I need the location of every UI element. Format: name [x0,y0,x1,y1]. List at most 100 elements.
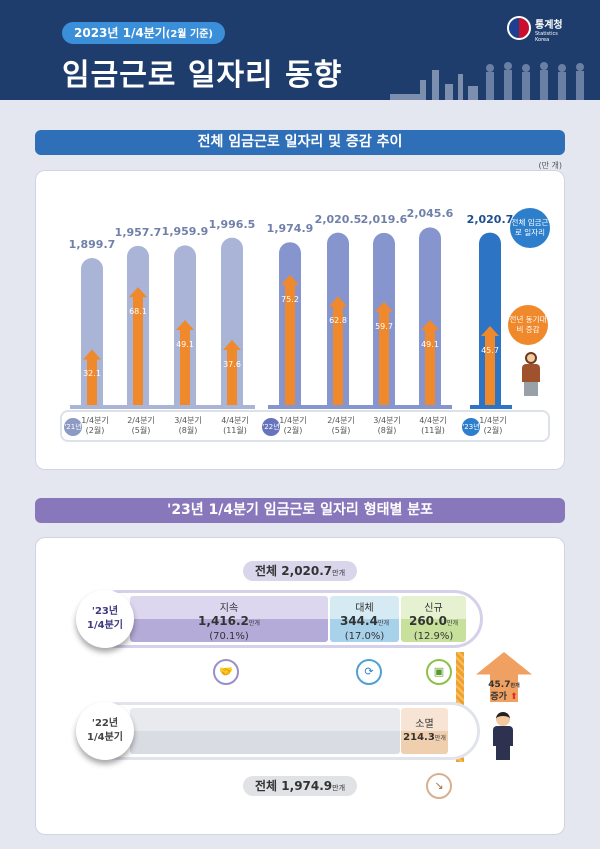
total-value-label: 1,974.9 [266,222,314,236]
increase-unit: 만개 [510,683,520,689]
period-sub: (2월 기준) [165,29,213,40]
id-card-icon: ▣ [426,659,452,685]
segment-pct: (12.9%) [413,631,454,642]
x-tick-label: 1/4분기 (2월) [470,416,516,436]
x-tick-label: 2/4분기 (5월) [118,416,164,436]
quarter-label: 1/4분기 [479,416,507,425]
change-arrow [129,287,147,405]
x-tick-label: 2/4분기 (5월) [318,416,364,436]
change-arrow [421,320,439,405]
skyline-people-illustration [390,62,584,100]
quarter-label: 2/4분기 [127,416,155,425]
x-tick-label: 3/4분기 (8월) [165,416,211,436]
period-badge: 2023년 1/4분기(2월 기준) [62,22,225,44]
total-value-label: 1,957.7 [114,225,162,239]
total-value-label: 2,019.6 [360,212,408,226]
handshake-icon: 🤝 [213,659,239,685]
total-23-unit: 만개 [332,569,346,577]
segment-new: 신규 260.0만개 (12.9%) [401,596,466,642]
segment-name: 대체 [355,603,374,614]
change-value-label: 49.1 [421,340,439,350]
x-tick-label: 4/4분기 (11월) [410,416,456,436]
total-23-badge: 전체 2,020.7만개 [243,561,358,581]
year-badge: '22년 [262,418,280,436]
change-value-label: 45.7 [481,345,499,355]
change-arrow [481,325,499,405]
x-tick-label: 4/4분기 (11월) [212,416,258,436]
group-baseline [268,405,452,409]
taegeuk-icon [507,16,531,40]
total-bar-base [81,269,103,405]
change-value-label: 32.1 [83,369,101,379]
total-22-value: 1,974.9 [281,779,333,793]
change-arrow [223,339,241,405]
segment-continuing: 지속 1,416.2만개 (70.1%) [130,596,328,642]
row-22-bar [130,708,400,754]
x-tick-label: 1/4분기 (2월) [270,416,316,436]
year-badge: '23년 [462,418,480,436]
change-value-label: 37.6 [223,359,241,369]
increase-value: 45.7 [488,680,511,690]
total-22-unit: 만개 [332,784,346,792]
woman-illustration [520,352,542,402]
month-label: (8월) [178,426,198,435]
group-baseline [70,405,255,409]
change-arrow [83,349,101,405]
year-label: '22년 [91,718,119,729]
total-value-label: 1,899.7 [68,238,116,251]
quarter-label: 1/4분기 [87,732,123,743]
segment-unit: 만개 [446,620,458,627]
quarter-label: 1/4분기 [81,416,109,425]
total-value-label: 2,045.6 [406,207,454,221]
callout-total: 전체 임금근로 일자리 [510,208,550,248]
total-value-label: 2,020.7 [466,212,514,226]
segment-extinct: 소멸 214.3만개 [401,708,448,754]
quarter-label: 1/4분기 [279,416,307,425]
up-circle-icon: ⬆ [510,692,518,702]
segment-name: 소멸 [415,719,434,730]
change-value-label: 59.7 [375,321,393,331]
month-label: (2월) [85,426,105,435]
increase-label: 45.7만개 증가 ⬆ [480,680,528,703]
callout-change: 전년 동기대비 증감 [508,305,548,345]
section2-title: '23년 1/4분기 임금근로 일자리 형태별 분포 [35,498,565,523]
month-label: (2월) [483,426,503,435]
segment-unit: 만개 [248,620,260,627]
trend-chart [70,227,512,409]
segment-name: 신규 [424,603,443,614]
increase-text: 증가 [490,692,507,702]
segment-replacement: 대체 344.4만개 (17.0%) [330,596,399,642]
total-bar-base [479,243,501,405]
change-value-label: 75.2 [281,294,299,304]
total-value-label: 1,996.5 [208,217,256,231]
logo-kr: 통계청 [535,20,563,31]
change-arrow [176,320,194,405]
total-22-label: 전체 [255,779,278,793]
header: 2023년 1/4분기(2월 기준) 임금근로 일자리 동향 통계청 Stati… [0,0,600,100]
total-22-badge: 전체 1,974.9만개 [243,776,358,796]
total-23-value: 2,020.7 [281,564,333,578]
quarter-label: 4/4분기 [419,416,447,425]
total-value-label: 2,020.5 [314,212,362,226]
quarter-label: 3/4분기 [373,416,401,425]
segment-unit: 만개 [434,735,446,742]
segment-value: 344.4 [339,614,378,628]
total-23-label: 전체 [255,564,278,578]
year-22-circle: '22년 1/4분기 [76,702,134,760]
segment-unit: 만개 [377,620,389,627]
total-value-label: 1,959.9 [161,225,209,239]
segment-value: 1,416.2 [198,614,249,628]
quarter-label: 2/4분기 [327,416,355,425]
man-illustration [490,712,516,762]
year-23-circle: '23년 1/4분기 [76,590,134,648]
month-label: (11월) [421,426,445,435]
month-label: (8월) [377,426,397,435]
statistics-korea-logo: 통계청 Statistics Korea [507,16,567,43]
section1-title: 전체 임금근로 일자리 및 증감 추이 [35,130,565,155]
quarter-label: 3/4분기 [174,416,202,425]
month-label: (2월) [283,426,303,435]
declining-chart-icon: ↘ [426,773,452,799]
change-value-label: 49.1 [176,340,194,350]
change-value-label: 62.8 [329,316,347,326]
segment-name: 지속 [219,603,239,614]
